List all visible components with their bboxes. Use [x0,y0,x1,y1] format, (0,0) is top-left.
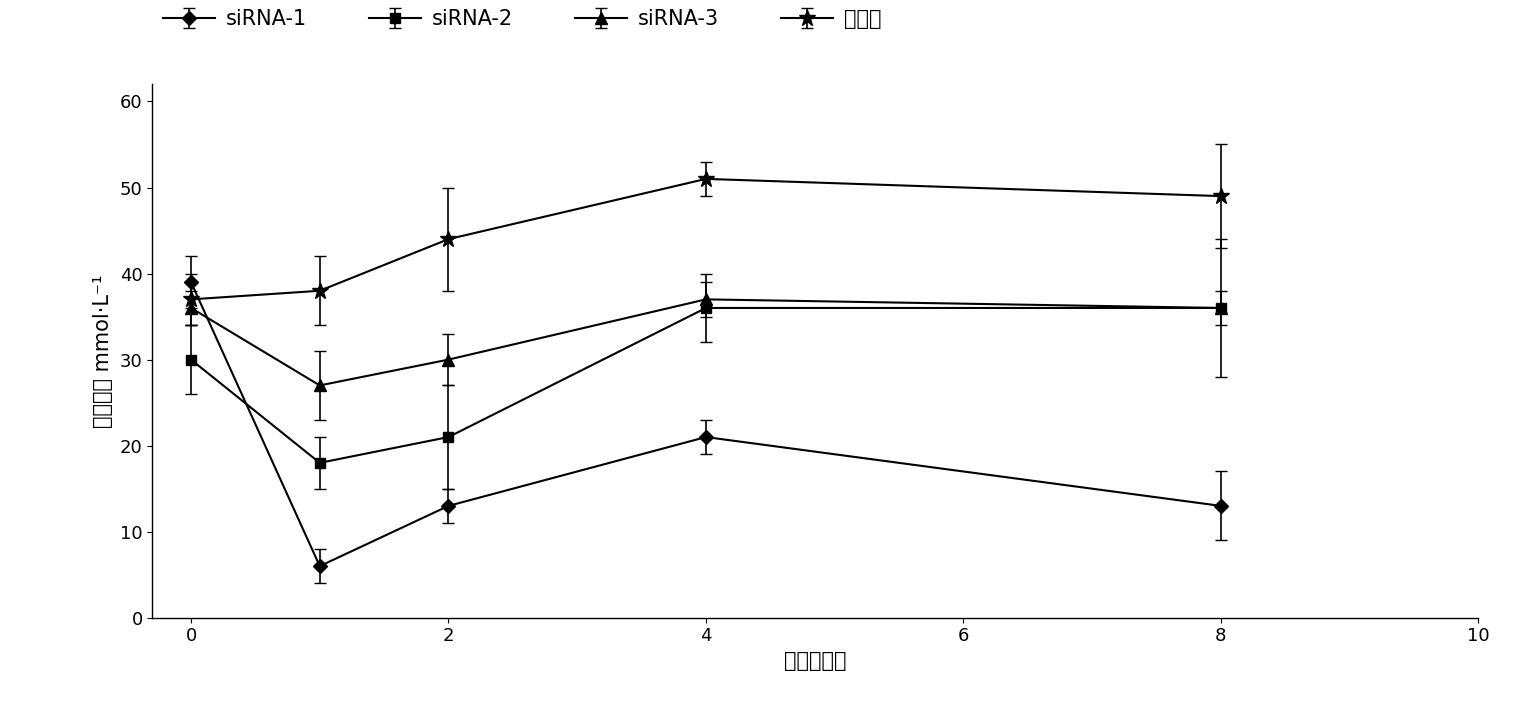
Y-axis label: 血糖浓度 mmol·L⁻¹: 血糖浓度 mmol·L⁻¹ [93,274,113,428]
X-axis label: 给药后天数: 给药后天数 [783,651,847,671]
Legend: siRNA-1, siRNA-2, siRNA-3, 对照组: siRNA-1, siRNA-2, siRNA-3, 对照组 [163,9,881,29]
